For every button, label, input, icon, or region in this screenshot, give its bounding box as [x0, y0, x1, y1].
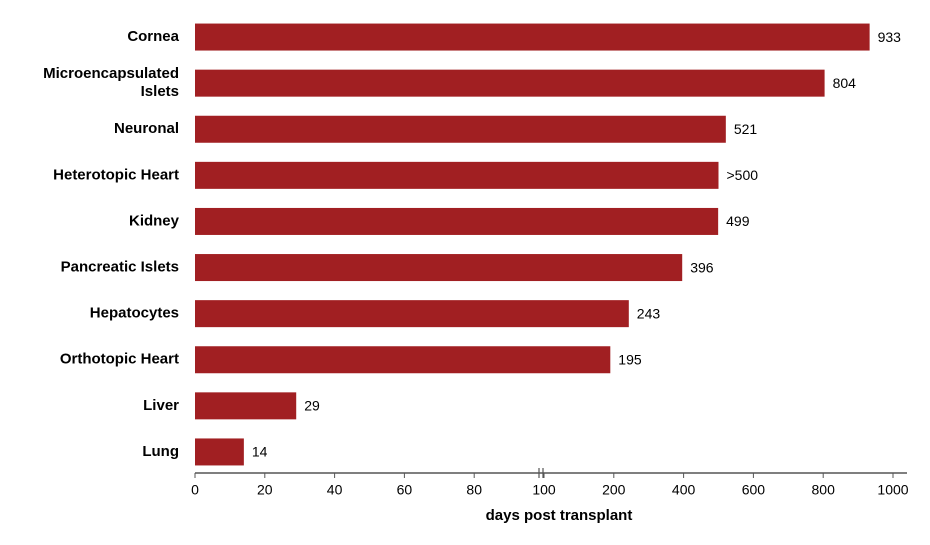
data-label: 396 [690, 259, 714, 275]
data-label: >500 [727, 167, 759, 183]
x-tick-label: 20 [257, 482, 273, 498]
bar [195, 115, 726, 143]
data-label: 243 [637, 305, 661, 321]
data-label: 195 [618, 351, 642, 367]
x-tick-label: 0 [191, 482, 199, 498]
y-tick-label: Liver [143, 397, 179, 414]
data-label: 29 [304, 398, 320, 414]
x-tick-label: 200 [602, 482, 626, 498]
x-tick-label: 40 [327, 482, 343, 498]
bar [195, 300, 629, 328]
x-tick-label: 60 [397, 482, 413, 498]
y-tick-label: Microencapsulated Islets [43, 65, 179, 100]
data-label: 804 [833, 75, 857, 91]
y-tick-label: Cornea [127, 28, 179, 45]
y-tick-label: Heterotopic Heart [53, 166, 179, 183]
y-tick-label: Orthotopic Heart [60, 351, 179, 368]
y-tick-label: Lung [142, 443, 179, 460]
y-tick-label: Neuronal [114, 120, 179, 137]
data-label: 499 [726, 213, 750, 229]
bar [195, 392, 297, 420]
x-tick-label: 80 [466, 482, 482, 498]
data-label: 14 [252, 444, 268, 460]
bar [195, 438, 244, 466]
y-tick-label: Kidney [129, 212, 180, 229]
x-tick-label: 800 [812, 482, 836, 498]
x-axis-title: days post transplant [486, 507, 633, 524]
x-tick-label: 600 [742, 482, 766, 498]
data-label: 521 [734, 121, 758, 137]
bar [195, 23, 870, 51]
bar [195, 161, 719, 189]
y-tick-label: Hepatocytes [90, 305, 179, 322]
x-tick-label: 400 [672, 482, 696, 498]
x-tick-label: 100 [532, 482, 556, 498]
x-tick-label: 1000 [877, 482, 908, 498]
bar [195, 346, 611, 374]
y-tick-label: Pancreatic Islets [61, 259, 179, 276]
bar [195, 207, 719, 235]
data-label: 933 [878, 29, 902, 45]
bar [195, 69, 825, 97]
bar [195, 254, 683, 282]
